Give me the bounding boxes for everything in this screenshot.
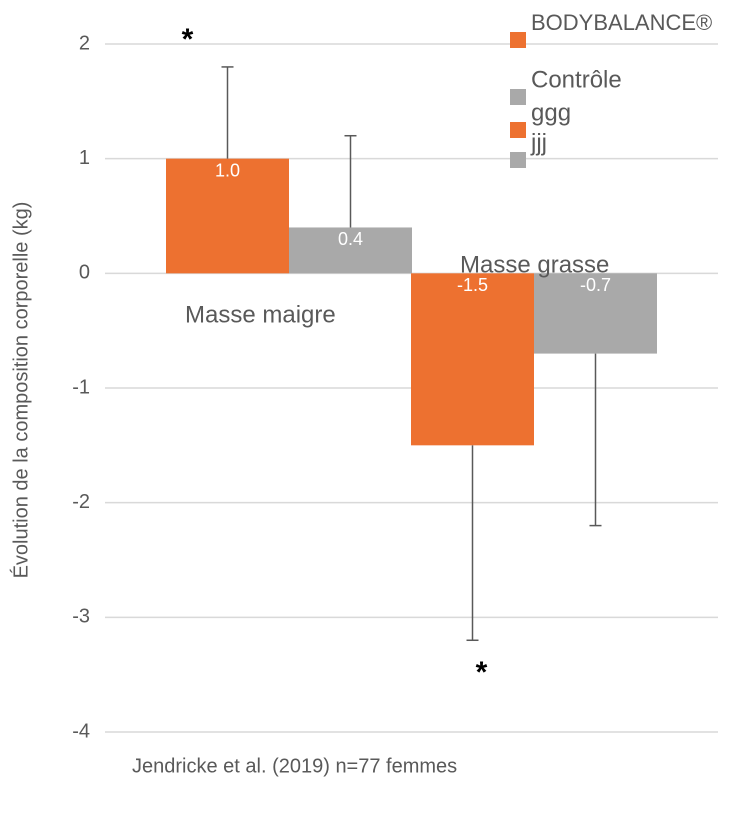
legend-label: jjj — [530, 129, 547, 156]
legend-swatch — [510, 32, 526, 48]
legend-label: BODYBALANCE® — [531, 10, 712, 35]
bar — [534, 273, 657, 354]
annotation: * — [476, 656, 488, 689]
y-tick-label: -4 — [72, 720, 90, 742]
value-label: -1.5 — [457, 275, 488, 295]
category-label: Masse maigre — [185, 301, 336, 328]
y-tick-label: -3 — [72, 606, 90, 628]
legend-swatch — [510, 122, 526, 138]
bar — [289, 227, 412, 274]
value-label: -0.7 — [580, 275, 611, 295]
bar — [411, 273, 534, 446]
category-label: Masse grasse — [460, 251, 609, 278]
legend-swatch — [510, 89, 526, 105]
footnote: Jendricke et al. (2019) n=77 femmes — [132, 755, 457, 777]
y-tick-label: -1 — [72, 376, 90, 398]
value-label: 0.4 — [338, 229, 363, 249]
legend-label: ggg — [531, 99, 571, 126]
y-tick-label: 2 — [79, 32, 90, 54]
legend-label: Contrôle — [531, 66, 622, 93]
y-tick-label: 0 — [79, 262, 90, 284]
annotation: * — [182, 23, 194, 56]
legend-swatch — [510, 152, 526, 168]
bar — [166, 158, 289, 274]
value-label: 1.0 — [215, 160, 240, 180]
y-tick-label: 1 — [79, 147, 90, 169]
y-tick-label: -2 — [72, 491, 90, 513]
y-axis-label: Évolution de la composition corporelle (… — [9, 202, 32, 579]
